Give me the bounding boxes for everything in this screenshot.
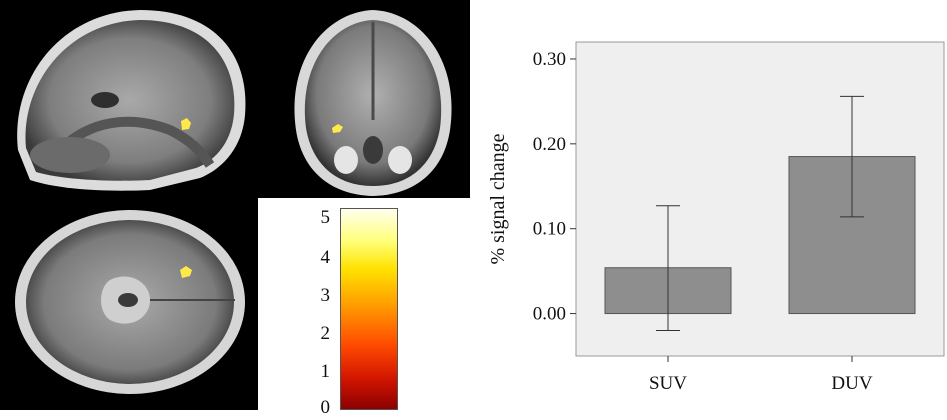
x-tick-label: SUV	[649, 373, 687, 394]
bar-chart-svg: 0.00 0.10 0.20 0.30 SUV DUV % signal change	[487, 41, 945, 394]
colorbar-tick: 4	[320, 247, 331, 268]
activation-blob-axial	[180, 266, 192, 278]
x-tick-label: DUV	[831, 373, 872, 394]
brain-coronal-panel	[276, 0, 470, 198]
y-tick-label: 0.30	[533, 49, 566, 70]
colorbar-tick: 3	[320, 285, 331, 306]
y-tick-label: 0.20	[533, 134, 566, 155]
brain-axial-panel	[0, 198, 258, 410]
activation-blob-sagittal	[181, 118, 191, 130]
colorbar-tick: 5	[320, 207, 331, 228]
y-tick-label: 0.10	[533, 219, 566, 240]
brain-sagittal-slice-icon	[17, 10, 246, 191]
y-axis-title: % signal change	[487, 133, 509, 264]
colorbar-tick: 1	[320, 361, 331, 382]
colorbar: 5 4 3 2 1 0	[300, 204, 410, 418]
colorbar-tick: 2	[320, 323, 331, 344]
activation-blob-coronal	[332, 124, 343, 133]
brain-sagittal-panel	[0, 0, 276, 198]
colorbar-tick: 0	[320, 397, 331, 418]
brain-coronal-slice-icon	[294, 10, 452, 196]
bar-chart: 0.00 0.10 0.20 0.30 SUV DUV % signal change	[470, 0, 947, 420]
colorbar-gradient	[340, 208, 398, 410]
brain-axial-slice-icon	[15, 210, 245, 394]
y-tick-label: 0.00	[533, 304, 566, 325]
